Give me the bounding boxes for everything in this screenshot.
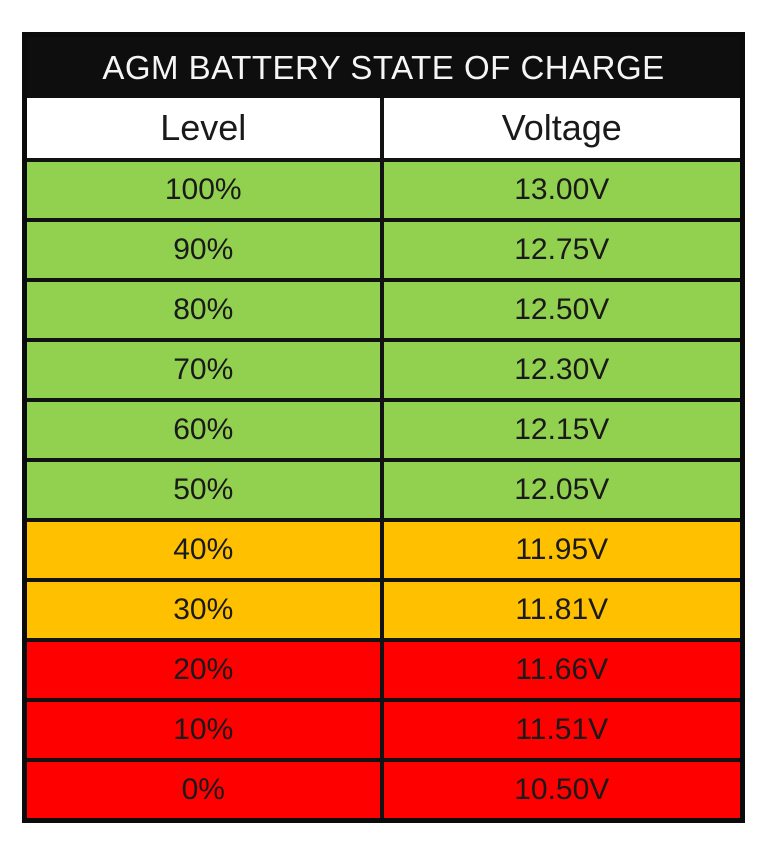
level-cell: 20% — [27, 642, 384, 698]
table-row: 50% 12.05V — [27, 458, 740, 518]
level-cell: 50% — [27, 462, 384, 518]
table-row: 100% 13.00V — [27, 158, 740, 218]
column-header-voltage: Voltage — [501, 107, 622, 148]
voltage-cell: 10.50V — [514, 773, 610, 806]
voltage-cell: 12.05V — [514, 473, 610, 506]
voltage-cell: 11.95V — [515, 533, 609, 566]
level-cell: 30% — [27, 582, 384, 638]
level-cell: 10% — [27, 702, 384, 758]
column-header-level: Level — [27, 98, 384, 158]
table-row: 0% 10.50V — [27, 758, 740, 818]
level-cell: 0% — [27, 762, 384, 818]
table-row: 30% 11.81V — [27, 578, 740, 638]
table-row: 80% 12.50V — [27, 278, 740, 338]
voltage-cell: 11.66V — [515, 653, 609, 686]
level-cell: 60% — [27, 402, 384, 458]
level-cell: 100% — [27, 162, 384, 218]
level-cell: 40% — [27, 522, 384, 578]
table-header-row: Level Voltage — [27, 98, 740, 158]
voltage-cell: 12.50V — [514, 293, 610, 326]
table-row: 20% 11.66V — [27, 638, 740, 698]
voltage-cell: 12.30V — [514, 353, 610, 386]
table-row: 70% 12.30V — [27, 338, 740, 398]
level-cell: 80% — [27, 282, 384, 338]
table-row: 90% 12.75V — [27, 218, 740, 278]
voltage-cell: 11.51V — [515, 713, 609, 746]
table-title: AGM BATTERY STATE OF CHARGE — [27, 37, 740, 98]
voltage-cell: 13.00V — [514, 173, 610, 206]
level-cell: 70% — [27, 342, 384, 398]
table-row: 60% 12.15V — [27, 398, 740, 458]
battery-soc-table: AGM BATTERY STATE OF CHARGE Level Voltag… — [22, 32, 745, 823]
table-row: 40% 11.95V — [27, 518, 740, 578]
voltage-cell: 12.15V — [514, 413, 610, 446]
voltage-cell: 11.81V — [515, 593, 609, 626]
level-cell: 90% — [27, 222, 384, 278]
voltage-cell: 12.75V — [514, 233, 610, 266]
table-row: 10% 11.51V — [27, 698, 740, 758]
